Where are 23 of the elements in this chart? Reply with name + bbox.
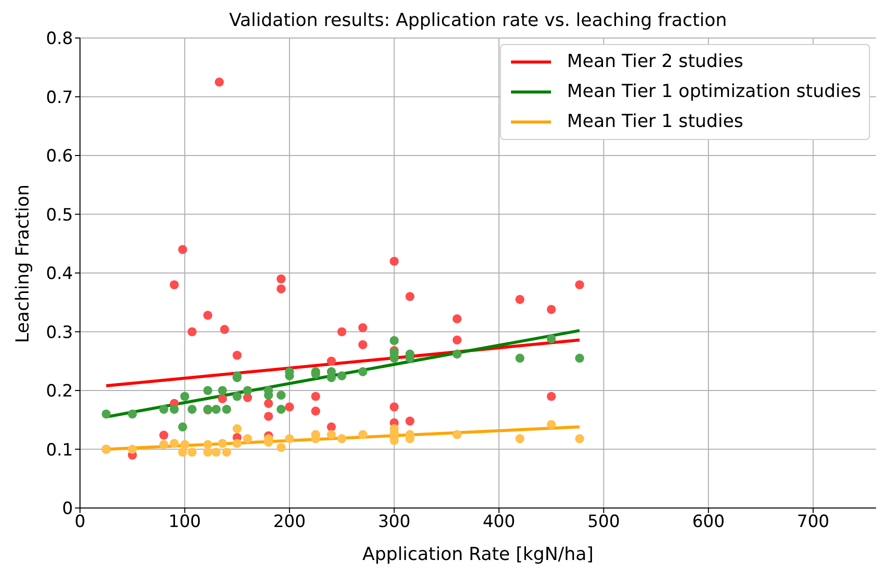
x-axis-title: Application Rate [kgN/ha] — [362, 544, 594, 565]
legend-label: Mean Tier 1 optimization studies — [566, 80, 861, 104]
y-tick-label: 0.3 — [46, 322, 73, 343]
y-tick-label: 0.4 — [46, 264, 73, 284]
x-tick-label: 100 — [168, 512, 201, 532]
y-tick-label: 0.8 — [46, 29, 73, 50]
x-tick-label: 400 — [482, 512, 516, 532]
x-tick-label: 700 — [796, 512, 830, 532]
x-tick-label: 500 — [587, 512, 620, 532]
legend-label: Mean Tier 1 studies — [566, 110, 744, 134]
y-tick-label: 0 — [62, 499, 73, 520]
x-tick-label: 300 — [378, 512, 410, 532]
y-tick-label: 0.2 — [46, 382, 73, 402]
chart-title: Validation results: Application rate vs. leaching fraction — [228, 10, 728, 31]
x-tick-label: 600 — [692, 512, 725, 532]
x-tick-label: 0 — [74, 512, 86, 532]
x-tick-label: 200 — [273, 512, 306, 532]
legend-label: Mean Tier 2 studies — [566, 50, 744, 74]
y-tick-label: 0.5 — [46, 205, 73, 226]
y-tick-label: 0.7 — [46, 88, 73, 108]
y-tick-label: 0.6 — [46, 146, 73, 167]
y-tick-label: 0.1 — [46, 440, 73, 460]
y-axis-title: Leaching Fraction — [12, 184, 34, 343]
